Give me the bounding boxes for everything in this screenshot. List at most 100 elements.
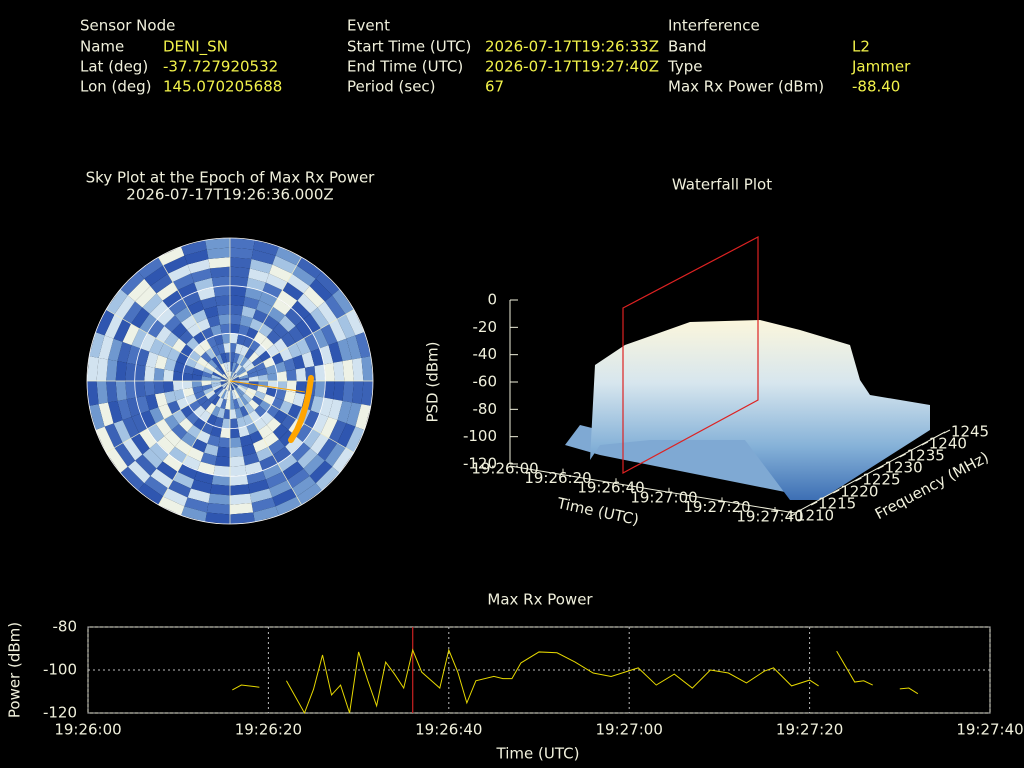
sky-cell: [156, 461, 178, 481]
sky-cell: [172, 409, 187, 424]
sky-cell: [158, 403, 173, 420]
sky-cell: [155, 419, 172, 437]
sky-cell: [259, 400, 272, 412]
sky-cell: [149, 407, 164, 424]
sky-cell: [226, 381, 230, 391]
sky-cell: [115, 381, 127, 401]
sky-cell: [230, 512, 255, 524]
sky-cell: [187, 424, 202, 439]
sky-cell: [149, 442, 169, 462]
y-tick-label: 1220: [840, 483, 878, 501]
sky-cell: [253, 240, 279, 256]
sky-cell: [230, 381, 234, 391]
sky-cell: [230, 446, 244, 458]
power-line: [899, 687, 919, 695]
sky-cell: [213, 334, 224, 346]
sky-cell: [197, 287, 216, 301]
sky-cell: [181, 506, 207, 522]
sky-cell: [226, 390, 230, 401]
sky-cell: [134, 364, 146, 381]
y-tick: [833, 489, 840, 494]
sky-cell: [228, 371, 230, 381]
sky-cell: [162, 454, 183, 472]
sky-cell: [233, 398, 240, 410]
sky-cell: [158, 246, 185, 266]
x-tick-label: 19:27:20: [683, 498, 750, 516]
sky-cell: [352, 357, 364, 381]
sky-cell: [230, 465, 247, 477]
sky-cell: [177, 282, 198, 299]
z-tick-label: -80: [473, 400, 498, 418]
x-tick-label: 19:26:40: [415, 721, 482, 739]
sky-cell: [265, 364, 277, 375]
sky-cell: [230, 314, 242, 325]
sky-cell: [142, 293, 163, 314]
sky-cell: [201, 381, 212, 386]
section-title: Sensor Node: [80, 17, 175, 35]
sky-cell: [239, 434, 253, 447]
sky-cell: [225, 352, 230, 363]
sky-cell: [87, 381, 99, 406]
sky-cell: [150, 273, 173, 294]
sky-cell: [194, 361, 206, 372]
sky-cell: [241, 305, 257, 319]
sky-cell: [243, 414, 254, 426]
sky-cell: [154, 392, 168, 408]
x-axis-label: Time (UTC): [555, 494, 641, 529]
sky-cell: [263, 314, 280, 330]
sky-cell: [361, 381, 373, 406]
z-tick-label: -100: [463, 427, 497, 445]
sky-cell: [89, 404, 105, 430]
sky-cell: [256, 447, 273, 462]
sky-cell: [211, 356, 221, 367]
sky-cell: [230, 381, 232, 391]
sky-cell: [238, 371, 248, 378]
sky-cell: [203, 366, 214, 375]
field-label: Type: [667, 58, 702, 76]
sky-cell: [361, 356, 373, 381]
y-tick-label: -80: [53, 618, 78, 636]
sky-cell: [213, 285, 230, 297]
sky-cell: [239, 356, 249, 367]
sky-cell: [183, 387, 195, 398]
sky-cell: [220, 379, 230, 381]
sky-cell: [196, 395, 209, 406]
z-tick-label: -60: [473, 373, 498, 391]
sky-cell: [201, 371, 213, 378]
sky-cell: [314, 381, 326, 398]
sky-cell: [304, 333, 320, 352]
sky-cell: [220, 323, 230, 335]
sky-cell: [303, 286, 325, 308]
sky-cell: [173, 361, 186, 373]
azimuth-spoke: [105, 309, 231, 382]
sky-cell: [279, 400, 293, 415]
sky-cell: [213, 385, 223, 394]
sky-cell: [309, 278, 333, 302]
sky-cell: [291, 265, 316, 287]
sky-cell: [286, 369, 297, 381]
field-value: 2026-07-17T19:27:40Z: [485, 58, 659, 76]
sky-cell: [180, 314, 197, 330]
sky-cell: [324, 295, 346, 320]
sky-cell: [251, 356, 264, 367]
sky-cell: [211, 374, 222, 380]
sky-cell: [226, 371, 230, 381]
sky-cell: [113, 319, 131, 342]
sky-cell: [333, 381, 345, 401]
sky-cell: [163, 414, 179, 431]
interference-track: [288, 375, 314, 443]
sky-cell: [249, 430, 264, 444]
sky-cell: [234, 364, 243, 374]
sky-cell: [275, 246, 302, 266]
sky-cell: [244, 347, 255, 360]
sky-cell: [205, 390, 216, 400]
sky-cell: [211, 474, 230, 486]
sky-cell: [210, 405, 221, 417]
sky-cell: [342, 359, 354, 381]
sky-cell: [234, 343, 244, 355]
sky-cell: [259, 455, 278, 471]
sky-cell: [144, 381, 155, 396]
azimuth-spoke: [229, 380, 355, 453]
sky-cell: [345, 309, 365, 336]
sky-cell: [106, 447, 128, 473]
